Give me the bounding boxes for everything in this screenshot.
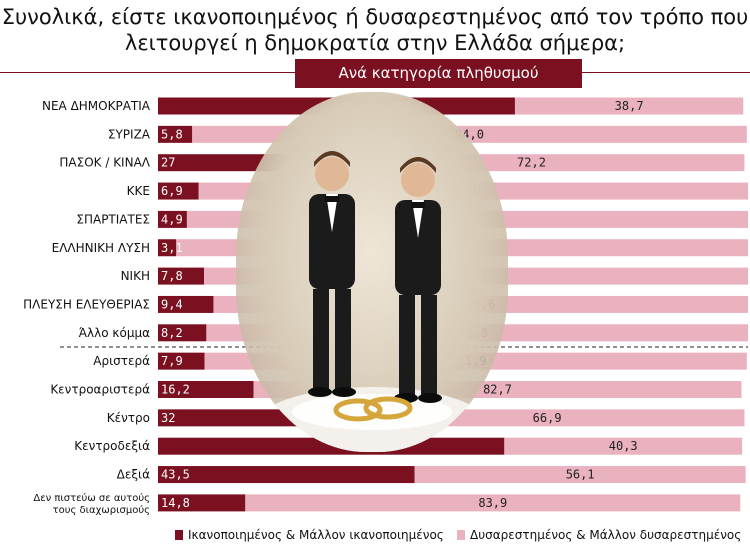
value-label-satisfied: 9,4	[161, 297, 183, 311]
value-label-dissatisfied: 38,7	[615, 99, 644, 113]
bar-satisfied	[158, 267, 205, 285]
category-label: Δεξιά	[117, 468, 150, 482]
bar-satisfied	[158, 381, 254, 398]
value-label-dissatisfied: 56,1	[566, 468, 595, 482]
wedding-rings	[333, 396, 413, 422]
category-label: Αριστερά	[93, 354, 150, 368]
bar-satisfied	[158, 182, 199, 200]
category-label: ΝΙΚΗ	[121, 269, 150, 283]
value-label-dissatisfied: 82,7	[483, 383, 512, 397]
legend-label-dissatisfied: Δυσαρεστημένος & Μάλλον δυσαρεστημένος	[470, 528, 742, 542]
bar-dissatisfied	[504, 437, 743, 455]
category-label: Κέντρο	[107, 411, 150, 425]
value-label-dissatisfied: 40,3	[609, 439, 638, 453]
value-label-satisfied: 6,9	[161, 184, 183, 198]
category-label: ΚΚΕ	[127, 184, 150, 198]
groom-figure-right	[394, 157, 442, 403]
value-label-satisfied: 3,1	[161, 241, 183, 255]
groom-figure-left	[308, 151, 356, 397]
category-label: Άλλο κόμμα	[79, 326, 150, 340]
bar-satisfied	[158, 324, 207, 342]
bar-dissatisfied	[245, 494, 741, 512]
bar-dissatisfied	[514, 97, 744, 115]
value-label-satisfied: 8,2	[161, 326, 183, 340]
bar-satisfied	[158, 125, 193, 143]
category-label: ΠΛΕΥΣΗ ΕΛΕΥΘΕΡΙΑΣ	[23, 297, 150, 311]
bar-satisfied	[158, 239, 177, 257]
bar-dissatisfied	[414, 466, 746, 484]
value-label-satisfied: 32	[161, 411, 175, 425]
category-label: Δεν πιστεύω σε αυτούς τους διαχωρισμούς	[33, 492, 150, 516]
bar-satisfied	[158, 295, 214, 313]
value-label-dissatisfied: 83,9	[478, 496, 507, 510]
value-label-dissatisfied: 72,2	[517, 156, 546, 170]
category-label: ΣΠΑΡΤΙΑΤΕΣ	[76, 212, 150, 226]
bar-satisfied	[158, 466, 415, 484]
category-label: ΝΕΑ ΔΗΜΟΚΡΑΤΙΑ	[42, 99, 151, 113]
value-label-satisfied: 5,8	[161, 127, 183, 141]
value-label-satisfied: 14,8	[161, 496, 190, 510]
chart-title: Συνολικά, είστε ικανοποιημένος ή δυσαρεσ…	[1, 5, 749, 55]
wedding-photo-overlay	[236, 92, 508, 452]
legend-swatch-satisfied	[175, 530, 183, 540]
chart-legend: Ικανοποιημένος & Μάλλον ικανοποιημένος Δ…	[175, 528, 750, 546]
legend-swatch-dissatisfied	[457, 530, 465, 540]
value-label-satisfied: 4,9	[161, 212, 183, 226]
value-label-satisfied: 27	[161, 156, 175, 170]
category-label: Κεντροδεξιά	[74, 439, 150, 453]
bar-satisfied	[158, 494, 246, 512]
category-label: ΕΛΛΗΝΙΚΗ ΛΥΣΗ	[52, 241, 150, 255]
category-label: ΣΥΡΙΖΑ	[108, 127, 151, 141]
bar-satisfied	[158, 352, 205, 370]
bar-satisfied	[158, 210, 187, 228]
category-label: Κεντροαριστερά	[50, 383, 150, 397]
legend-item-dissatisfied: Δυσαρεστημένος & Μάλλον δυσαρεστημένος	[457, 528, 741, 542]
chart-subtitle: Ανά κατηγορία πληθυσμού	[295, 59, 582, 88]
value-label-satisfied: 7,9	[161, 354, 183, 368]
value-label-satisfied: 43,5	[161, 468, 190, 482]
value-label-satisfied: 16,2	[161, 383, 190, 397]
category-label: ΠΑΣΟΚ / ΚΙΝΑΛ	[59, 156, 150, 170]
value-label-satisfied: 7,8	[161, 269, 183, 283]
legend-label-satisfied: Ικανοποιημένος & Μάλλον ικανοποιημένος	[188, 528, 444, 542]
value-label-dissatisfied: 66,9	[533, 411, 562, 425]
legend-item-satisfied: Ικανοποιημένος & Μάλλον ικανοποιημένος	[175, 528, 444, 542]
